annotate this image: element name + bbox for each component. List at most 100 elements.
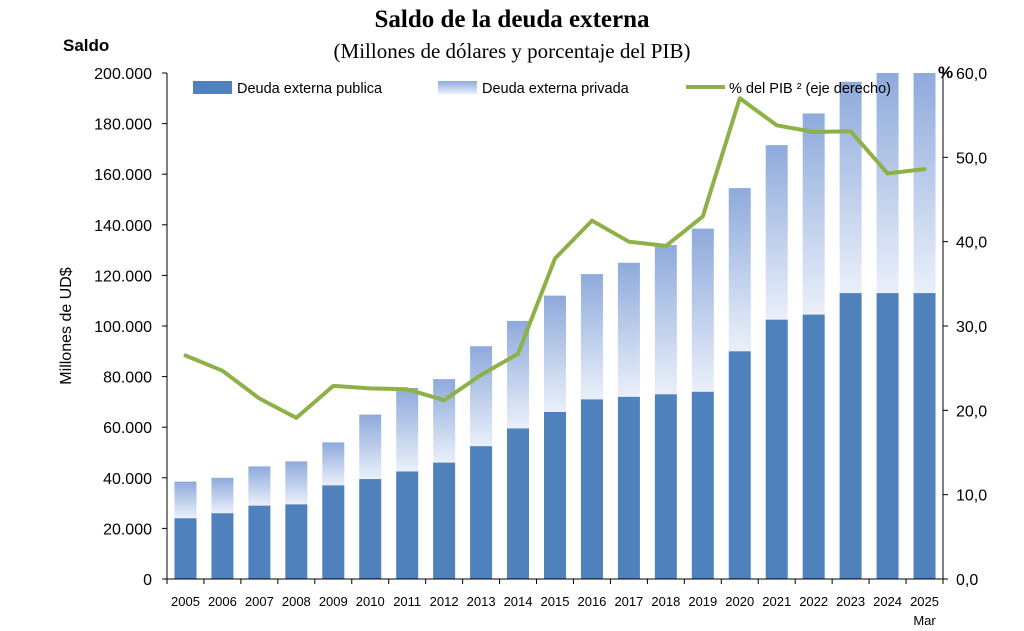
- legend-label-gdp: % del PIB ² (eje derecho): [729, 81, 891, 97]
- gdp-percentage-point: [665, 245, 667, 247]
- gdp-percentage-point: [739, 97, 741, 99]
- gdp-percentage-point: [295, 417, 297, 419]
- gdp-percentage-point: [258, 398, 260, 400]
- public-debt-bar: [580, 399, 603, 579]
- x-tick-label: 2020: [725, 594, 754, 609]
- gdp-percentage-point: [369, 387, 371, 389]
- public-debt-bar: [359, 479, 382, 579]
- y2-tick-label: 60,0: [956, 66, 987, 83]
- private-debt-bar: [913, 73, 936, 294]
- left-axis-title: Saldo: [63, 36, 110, 55]
- x-tick-label: 2010: [356, 594, 385, 609]
- x-tick-label: 2012: [430, 594, 459, 609]
- y2-tick-label: 10,0: [956, 488, 987, 505]
- legend-label-private: Deuda externa privada: [482, 81, 630, 97]
- gdp-percentage-point: [443, 399, 445, 401]
- x-tick-label: 2016: [577, 594, 606, 609]
- gdp-percentage-point: [332, 385, 334, 387]
- y-tick-label: 60.000: [103, 420, 152, 437]
- y-tick-label: 140.000: [94, 218, 152, 235]
- public-debt-bar: [470, 446, 493, 579]
- y2-tick-label: 20,0: [956, 403, 987, 420]
- chart-subtitle: (Millones de dólares y porcentaje del PI…: [333, 39, 691, 63]
- private-debt-bar: [580, 274, 603, 400]
- gdp-percentage-point: [591, 220, 593, 222]
- x-tick-label: 2005: [171, 594, 200, 609]
- public-debt-bar: [691, 391, 714, 579]
- public-debt-bar: [396, 471, 419, 579]
- x-tick-label: 2009: [319, 594, 348, 609]
- public-debt-bar: [728, 351, 751, 579]
- y-tick-label: 100.000: [94, 319, 152, 336]
- private-debt-bar: [839, 81, 862, 294]
- private-debt-bar: [174, 481, 197, 519]
- public-debt-bar: [285, 504, 308, 579]
- gdp-percentage-point: [554, 258, 556, 260]
- y2-tick-label: 30,0: [956, 319, 987, 336]
- private-debt-bar: [211, 477, 234, 514]
- y2-tick-label: 40,0: [956, 235, 987, 252]
- y-tick-label: 20.000: [103, 521, 152, 538]
- private-debt-bar: [248, 466, 271, 506]
- private-debt-bar: [728, 188, 751, 352]
- private-debt-bar: [691, 228, 714, 392]
- y-tick-label: 180.000: [94, 117, 152, 134]
- y2-tick-label: 0,0: [956, 572, 978, 589]
- gdp-percentage-point: [813, 131, 815, 133]
- x-tick-label: 2014: [504, 594, 533, 609]
- x-tick-label: 2019: [688, 594, 717, 609]
- public-debt-bar: [544, 412, 566, 579]
- public-debt-bar: [211, 513, 234, 579]
- y-tick-label: 120.000: [94, 268, 152, 285]
- legend-label-public: Deuda externa publica: [237, 81, 383, 97]
- x-tick-label: 2021: [762, 594, 791, 609]
- public-debt-bar: [913, 293, 936, 579]
- private-debt-bar: [359, 414, 382, 480]
- public-debt-bar: [322, 485, 345, 579]
- y-tick-label: 200.000: [94, 66, 152, 83]
- gdp-percentage-point: [628, 241, 630, 243]
- x-tick-label: 2015: [541, 594, 570, 609]
- gdp-percentage-point: [517, 353, 519, 355]
- private-debt-bar: [470, 346, 493, 447]
- legend-swatch-public: [193, 81, 232, 94]
- gdp-percentage-point: [184, 355, 186, 357]
- gdp-percentage-point: [887, 172, 889, 174]
- gdp-percentage-point: [776, 124, 778, 126]
- public-debt-bar: [507, 428, 530, 579]
- gdp-percentage-point: [406, 388, 408, 390]
- x-tick-label: 2006: [208, 594, 237, 609]
- public-debt-bar: [876, 293, 899, 579]
- gdp-percentage-point: [480, 374, 482, 376]
- private-debt-bar: [544, 295, 566, 413]
- private-debt-bar: [876, 73, 899, 294]
- public-debt-bar: [617, 396, 640, 579]
- private-debt-bar: [285, 461, 308, 505]
- x-tick-label: 2018: [651, 594, 680, 609]
- private-debt-bar: [802, 113, 825, 315]
- y-tick-label: 40.000: [103, 471, 152, 488]
- private-debt-bar: [617, 262, 640, 397]
- y-tick-label: 0: [143, 572, 152, 589]
- public-debt-bar: [433, 462, 456, 579]
- chart-title: Saldo de la deuda externa: [374, 6, 650, 33]
- x-tick-label: 2007: [245, 594, 274, 609]
- gdp-percentage-point: [221, 370, 223, 372]
- x-tick-label: 2017: [614, 594, 643, 609]
- y-axis-label: Millones de UD$: [58, 267, 75, 384]
- gdp-percentage-point: [702, 215, 704, 217]
- x-tick-label: 2022: [799, 594, 828, 609]
- private-debt-bar: [765, 145, 788, 320]
- x-tick-label: 2025: [910, 594, 939, 609]
- x-tick-label: 2011: [393, 594, 421, 609]
- private-debt-bar: [322, 442, 345, 486]
- public-debt-bar: [654, 394, 677, 579]
- x-tick-label: 2013: [467, 594, 496, 609]
- public-debt-bar: [802, 314, 825, 579]
- y-tick-label: 160.000: [94, 167, 152, 184]
- x-tick-sublabel: Mar: [913, 613, 936, 628]
- public-debt-bar: [174, 518, 197, 579]
- legend-swatch-private: [438, 81, 477, 94]
- y-tick-label: 80.000: [103, 370, 152, 387]
